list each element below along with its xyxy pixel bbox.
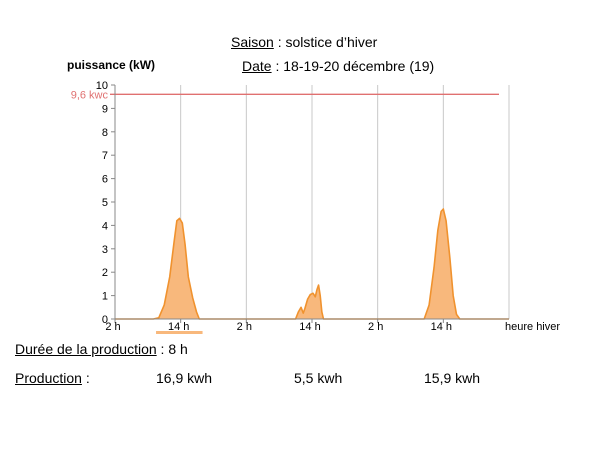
production-label-line: Production : xyxy=(15,370,90,386)
duree-sep: : xyxy=(156,341,169,357)
y-tick-6: 6 xyxy=(102,174,108,186)
axes-group xyxy=(111,84,509,323)
y-tick-10: 10 xyxy=(96,80,108,92)
y-tick-8: 8 xyxy=(102,127,108,139)
y-ticks: 0 1 2 3 4 5 6 7 8 9 10 xyxy=(96,80,108,326)
production-day-3: 15,9 kwh xyxy=(424,370,481,386)
x-tick-3: 14 h xyxy=(299,321,320,333)
saison-line: Saison : solstice d’hiver xyxy=(231,34,377,50)
saison-sep: : xyxy=(273,34,286,50)
date-sep: : xyxy=(271,58,284,74)
y-axis-label: puissance (kW) xyxy=(67,58,156,72)
x-tick-0: 2 h xyxy=(105,321,120,333)
series-group xyxy=(115,208,509,320)
y-tick-0: 0 xyxy=(102,314,108,326)
series-area-fill xyxy=(115,209,509,319)
duree-line: Durée de la production : 8 h xyxy=(15,341,188,357)
y-tick-1: 1 xyxy=(102,291,108,303)
duree-value: 8 h xyxy=(168,341,188,357)
x-tick-2: 2 h xyxy=(237,321,252,333)
date-line: Date : 18-19-20 décembre (19) xyxy=(242,58,434,74)
series-line xyxy=(115,208,509,320)
production-day-2: 5,5 kwh xyxy=(294,370,343,386)
x-axis-label: heure hiver xyxy=(505,321,560,333)
x-ticks: 2 h 14 h 2 h 14 h 2 h 14 h xyxy=(105,321,452,333)
y-tick-5: 5 xyxy=(102,197,108,209)
date-label: Date xyxy=(242,58,272,74)
saison-label: Saison xyxy=(231,34,274,50)
production-day-1: 16,9 kwh xyxy=(156,370,213,386)
daylight-marker-bar xyxy=(156,331,203,334)
saison-value: solstice d’hiver xyxy=(285,34,378,50)
production-label: Production xyxy=(15,370,82,386)
x-tick-4: 2 h xyxy=(368,321,383,333)
y-tick-4: 4 xyxy=(102,220,108,232)
y-tick-2: 2 xyxy=(102,267,108,279)
y-tick-3: 3 xyxy=(102,244,108,256)
y-tick-7: 7 xyxy=(102,150,108,162)
x-tick-5: 14 h xyxy=(431,321,452,333)
duree-label: Durée de la production xyxy=(15,341,157,357)
x-tick-1: 14 h xyxy=(168,321,189,333)
production-sep: : xyxy=(81,370,90,386)
date-value: 18-19-20 décembre (19) xyxy=(283,58,435,74)
y-tick-9: 9 xyxy=(102,103,108,115)
reference-line-label: 9,6 kwc xyxy=(71,89,109,101)
